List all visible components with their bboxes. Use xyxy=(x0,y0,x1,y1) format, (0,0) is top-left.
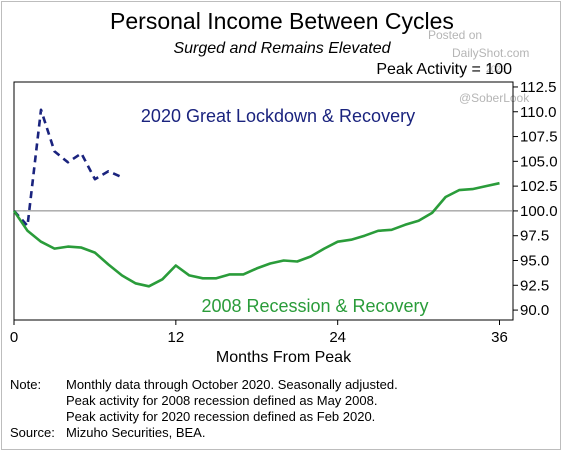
y-tick-label: 97.5 xyxy=(520,228,549,245)
x-tick-label: 36 xyxy=(491,329,508,346)
watermark-posted-on: Posted on xyxy=(428,28,483,42)
annotation-2008: 2008 Recession & Recovery xyxy=(201,296,428,316)
watermark-site: DailyShot.com xyxy=(452,46,530,60)
watermark-year: 2020 xyxy=(486,64,507,74)
source-row: Source: Mizuho Securities, BEA. xyxy=(10,425,398,441)
y-tick-label: 102.5 xyxy=(520,178,558,195)
x-tick-label: 24 xyxy=(329,329,346,346)
note-row: Peak activity for 2008 recession defined… xyxy=(10,393,398,409)
y-tick-label: 95.0 xyxy=(520,253,549,270)
y-tick-label: 112.5 xyxy=(520,79,556,96)
note-line-3: Peak activity for 2020 recession defined… xyxy=(66,409,376,424)
chart-subtitle: Surged and Remains Elevated xyxy=(173,40,391,57)
note-row: Peak activity for 2020 recession defined… xyxy=(10,409,398,425)
note-key: Note: xyxy=(10,377,42,392)
plot-area xyxy=(13,81,514,321)
y-tick-label: 107.5 xyxy=(520,129,558,146)
source-key: Source: xyxy=(10,425,55,440)
note-row: Note: Monthly data through October 2020.… xyxy=(10,377,398,393)
note-line-2: Peak activity for 2008 recession defined… xyxy=(66,393,378,408)
series-line-2020 xyxy=(13,108,123,228)
x-axis-label: Months From Peak xyxy=(216,349,352,366)
y-axis-label: Peak Activity = 100 xyxy=(376,61,512,78)
notes-block: Note: Monthly data through October 2020.… xyxy=(10,377,398,441)
y-tick-label: 105.0 xyxy=(520,153,558,170)
y-tick-label: 92.5 xyxy=(520,277,549,294)
y-tick-label: 110.0 xyxy=(520,104,556,121)
x-tick-label: 0 xyxy=(10,329,18,346)
x-tick-label: 12 xyxy=(167,329,184,346)
chart-title: Personal Income Between Cycles xyxy=(110,8,454,34)
watermark-handle: @SoberLook xyxy=(459,91,530,105)
y-tick-label: 90.0 xyxy=(520,302,549,319)
source-text: Mizuho Securities, BEA. xyxy=(66,425,206,440)
y-tick-label: 100.0 xyxy=(520,203,558,220)
note-line-1: Monthly data through October 2020. Seaso… xyxy=(66,377,398,392)
annotation-2020: 2020 Great Lockdown & Recovery xyxy=(141,106,415,126)
series-line-2008 xyxy=(12,181,500,288)
